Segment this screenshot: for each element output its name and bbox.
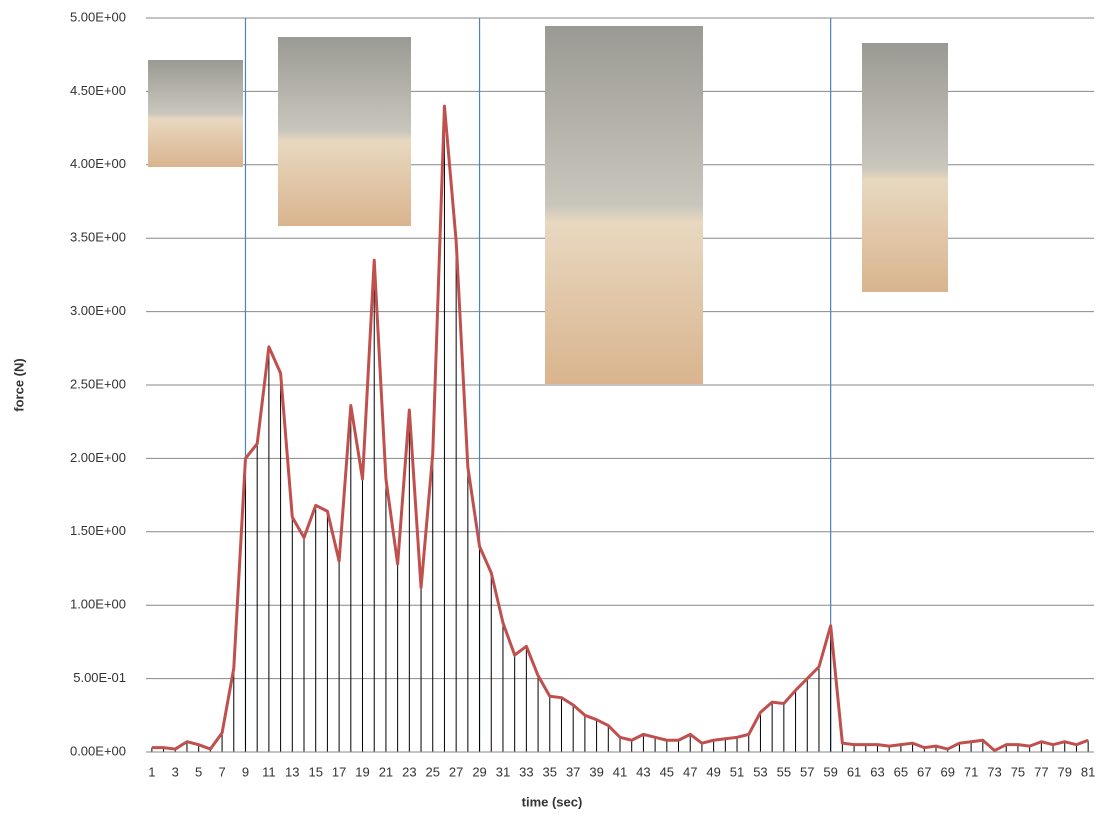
x-tick-label: 71: [964, 764, 978, 779]
x-tick-label: 25: [426, 764, 440, 779]
x-tick-label: 11: [262, 764, 276, 779]
y-tick-label: 3.00E+00: [70, 303, 126, 318]
x-tick-label: 1: [148, 764, 155, 779]
x-tick-label: 69: [940, 764, 954, 779]
x-tick-label: 53: [753, 764, 767, 779]
x-tick-label: 41: [613, 764, 627, 779]
x-tick-label: 67: [917, 764, 931, 779]
x-tick-label: 55: [777, 764, 791, 779]
photo: [278, 37, 411, 226]
chart: 0.00E+00 5.00E-01 1.00E+00 1.50E+00 2.00E+00…: [0, 0, 1104, 817]
x-tick-label: 15: [308, 764, 322, 779]
y-tick-label: 2.00E+00: [70, 450, 126, 465]
y-tick-label: 5.00E-01: [73, 670, 126, 685]
x-tick-label: 75: [1011, 764, 1025, 779]
x-tick-label: 63: [870, 764, 884, 779]
photo: [148, 60, 243, 167]
x-tick-label: 59: [823, 764, 837, 779]
y-tick-label: 3.50E+00: [70, 230, 126, 245]
x-tick-label: 65: [894, 764, 908, 779]
x-tick-label: 19: [355, 764, 369, 779]
x-tick-label: 7: [218, 764, 225, 779]
x-tick-label: 57: [800, 764, 814, 779]
x-tick-label: 79: [1058, 764, 1072, 779]
y-tick-label: 1.00E+00: [70, 597, 126, 612]
y-tick-label: 4.00E+00: [70, 156, 126, 171]
x-tick-label: 35: [543, 764, 557, 779]
x-tick-label: 45: [660, 764, 674, 779]
x-tick-label: 3: [172, 764, 179, 779]
y-tick-label: 0.00E+00: [70, 743, 126, 758]
x-tick-label: 51: [730, 764, 744, 779]
x-tick-label: 37: [566, 764, 580, 779]
x-tick-label: 23: [402, 764, 416, 779]
x-tick-label: 13: [285, 764, 299, 779]
y-tick-label: 2.50E+00: [70, 376, 126, 391]
photo: [545, 26, 703, 384]
x-tick-label: 27: [449, 764, 463, 779]
x-tick-label: 5: [195, 764, 202, 779]
x-tick-label: 9: [242, 764, 249, 779]
x-tick-label: 29: [472, 764, 486, 779]
x-axis-title: time (sec): [522, 794, 583, 809]
y-tick-label: 1.50E+00: [70, 523, 126, 538]
page: {"chart_data": {"type": "line", "x_label…: [0, 0, 1104, 822]
x-tick-label: 17: [332, 764, 346, 779]
x-tick-label: 81: [1081, 764, 1095, 779]
x-tick-label: 33: [519, 764, 533, 779]
y-axis-title: force (N): [11, 358, 26, 411]
x-tick-label: 47: [683, 764, 697, 779]
x-tick-label: 77: [1034, 764, 1048, 779]
photo: [862, 43, 948, 292]
x-tick-label: 73: [987, 764, 1001, 779]
x-tick-label: 39: [589, 764, 603, 779]
x-tick-label: 21: [379, 764, 393, 779]
y-tick-label: 5.00E+00: [70, 9, 126, 24]
x-tick-label: 31: [496, 764, 510, 779]
y-tick-label: 4.50E+00: [70, 83, 126, 98]
x-tick-label: 43: [636, 764, 650, 779]
x-tick-label: 61: [847, 764, 861, 779]
x-tick-label: 49: [706, 764, 720, 779]
